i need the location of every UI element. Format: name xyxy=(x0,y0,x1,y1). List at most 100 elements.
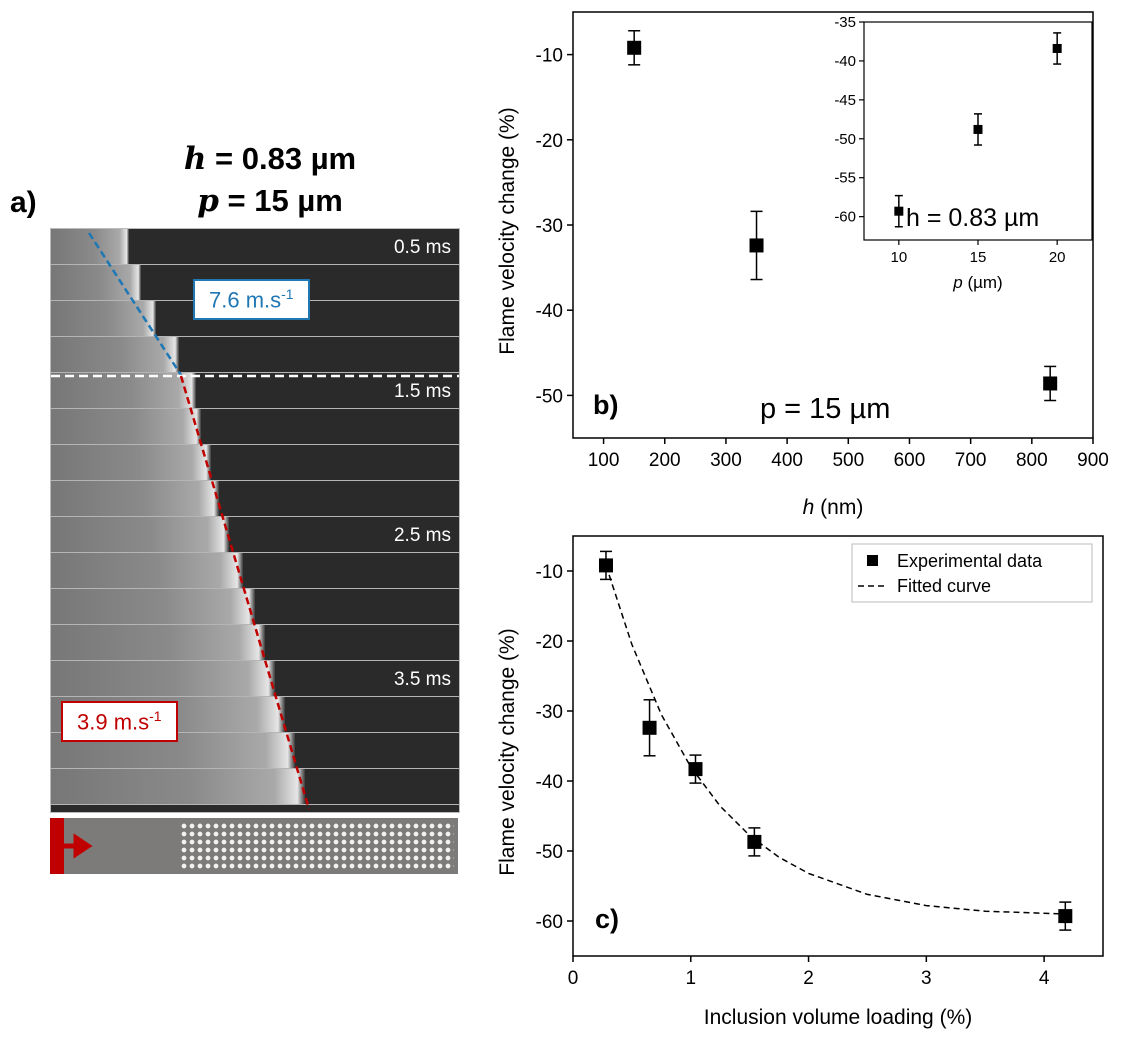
video-frame xyxy=(51,769,459,805)
burned-region xyxy=(51,769,305,804)
timestamp-label: 1.5 ms xyxy=(393,381,451,402)
x-tick-label: 900 xyxy=(1077,450,1109,471)
y-tick-label: -60 xyxy=(536,912,563,933)
data-point xyxy=(1058,909,1073,924)
inset-x-axis-var: p xyxy=(952,273,962,292)
arrow-right-icon xyxy=(62,833,93,859)
inset-y-tick-label: -45 xyxy=(834,92,856,109)
slow-velocity-trace xyxy=(179,375,311,810)
x-tick-label: 3 xyxy=(921,968,932,989)
heading-h-value: = 0.83 µm xyxy=(206,141,357,176)
video-frame xyxy=(51,481,459,517)
video-frame xyxy=(51,661,459,697)
x-tick-label: 100 xyxy=(588,450,620,471)
y-tick-label: -40 xyxy=(536,772,563,793)
x-tick-label: 500 xyxy=(832,450,864,471)
legend-label-experimental: Experimental data xyxy=(897,551,1043,571)
front-trace-overlay xyxy=(51,232,459,810)
heading-h-var: h xyxy=(183,141,207,177)
fast-velocity-label: 7.6 m.s-1 xyxy=(193,279,310,321)
inset-x-axis-label: p (µm) xyxy=(952,273,1002,292)
x-tick-label: 700 xyxy=(955,450,987,471)
burned-region xyxy=(51,373,196,408)
burned-region xyxy=(51,553,243,588)
slow-velocity-label: 3.9 m.s-1 xyxy=(61,701,178,743)
x-axis-unit: (nm) xyxy=(814,496,863,519)
y-tick-label: -10 xyxy=(536,46,563,67)
y-axis-label: Flame velocity change (%) xyxy=(496,628,519,875)
x-tick-label: 800 xyxy=(1016,450,1048,471)
burned-region xyxy=(51,409,201,444)
timestamp-label: 0.5 ms xyxy=(393,237,451,258)
x-tick-label: 1 xyxy=(685,968,696,989)
plot-frame xyxy=(572,535,1104,957)
x-tick-label: 400 xyxy=(771,450,803,471)
heading-p-var: p xyxy=(197,183,219,219)
video-frame xyxy=(51,301,459,337)
inset-annotation-h: h = 0.83 µm xyxy=(906,204,1039,232)
x-axis-label: Inclusion volume loading (%) xyxy=(704,1006,972,1029)
data-point xyxy=(627,40,642,55)
x-tick-label: 200 xyxy=(649,450,681,471)
fast-velocity-trace xyxy=(87,232,183,376)
y-tick-label: -50 xyxy=(536,842,563,863)
flame-front-marker xyxy=(50,818,64,874)
inset-y-tick-label: -35 xyxy=(834,14,856,31)
data-point xyxy=(1043,376,1058,391)
fitted-curve xyxy=(605,565,1066,915)
y-tick-label: -30 xyxy=(536,702,563,723)
panel-c-label: c) xyxy=(595,904,619,934)
x-tick-label: 2 xyxy=(803,968,814,989)
inset-y-tick-label: -40 xyxy=(834,53,856,70)
burned-region xyxy=(51,481,219,516)
video-frame xyxy=(51,337,459,373)
data-point xyxy=(747,834,762,849)
inclusion-schematic xyxy=(50,818,458,874)
burned-region xyxy=(51,661,275,696)
panel-b-label: b) xyxy=(593,390,618,420)
timestamp-label: 3.5 ms xyxy=(393,669,451,690)
burned-region xyxy=(51,337,179,372)
inset-x-axis-unit: (µm) xyxy=(963,273,1003,292)
x-tick-label: 300 xyxy=(710,450,742,471)
heading-h-line: h = 0.83 µm xyxy=(150,138,390,180)
y-tick-label: -50 xyxy=(536,386,563,407)
velocity-exponent: -1 xyxy=(281,286,294,302)
data-point xyxy=(894,206,904,216)
burned-region xyxy=(51,445,211,480)
timestamp-label: 2.5 ms xyxy=(393,525,451,546)
heading-p-line: p = 15 µm xyxy=(150,180,390,222)
y-tick-label: -20 xyxy=(536,632,563,653)
x-tick-label: 600 xyxy=(894,450,926,471)
inset-y-tick-label: -60 xyxy=(834,209,856,226)
video-frame xyxy=(51,409,459,445)
burned-region xyxy=(51,301,156,336)
y-tick-label: -40 xyxy=(536,301,563,322)
y-tick-label: -30 xyxy=(536,216,563,237)
inset-y-tick-label: -55 xyxy=(834,170,856,187)
video-frame xyxy=(51,517,459,553)
video-frame xyxy=(51,625,459,661)
y-tick-label: -10 xyxy=(536,562,563,583)
inset-x-tick-label: 10 xyxy=(890,249,907,266)
inset-x-tick-label: 20 xyxy=(1049,249,1066,266)
video-frame xyxy=(51,373,459,409)
x-tick-label: 0 xyxy=(568,968,579,989)
heading-p-value: = 15 µm xyxy=(218,183,343,218)
annotation-p: p = 15 µm xyxy=(760,393,890,425)
chart-c: 0 1 2 3 4 -10 -20 -30 -40 -50 -60 Inclusion volume … xyxy=(496,535,1104,1029)
chart-b: 100 200 300 400 500 600 700 800 900 -10 -20 -30 -40 -… xyxy=(496,11,1109,519)
flame-filmstrip: 0.5 ms 1.5 ms 2.5 ms 3.5 ms 7.6 m.s-1 3.9 m.s… xyxy=(50,228,460,813)
burned-region xyxy=(51,589,255,624)
burned-region xyxy=(51,517,229,552)
data-point xyxy=(973,124,983,134)
x-tick-label: 4 xyxy=(1039,968,1050,989)
x-axis-label: h (nm) xyxy=(803,496,864,519)
y-tick-label: -20 xyxy=(536,131,563,152)
legend-box xyxy=(851,543,1093,603)
data-point xyxy=(749,238,764,253)
video-frame xyxy=(51,553,459,589)
data-point xyxy=(642,720,657,735)
velocity-exponent: -1 xyxy=(149,708,162,724)
burned-region xyxy=(51,625,265,660)
